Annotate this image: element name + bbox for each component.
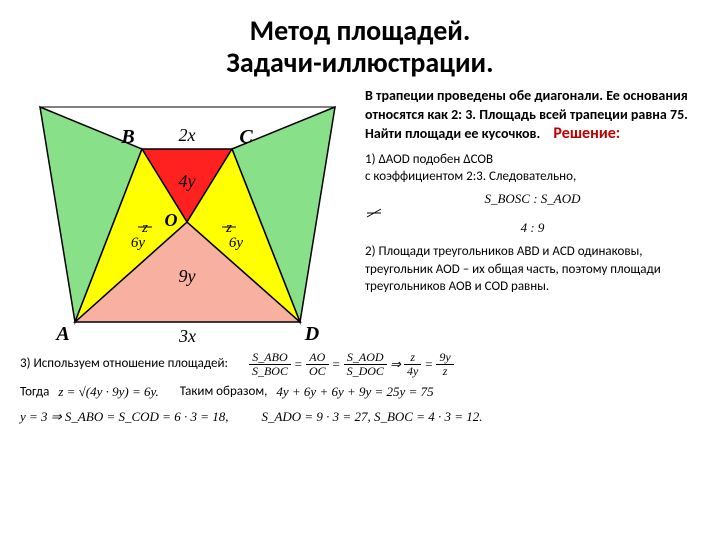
step-then: Тогда z = √(4y · 9y) = 6y. Таким образом… [20, 382, 700, 403]
svg-text:A: A [54, 323, 69, 345]
svg-text:C: C [239, 126, 253, 148]
svg-text:2x: 2x [179, 125, 196, 145]
title-line2: Задачи-иллюстрации. [226, 45, 493, 80]
problem-text: В трапеции проведены обе диагонали. Ее о… [365, 87, 688, 141]
svg-text:6y: 6y [229, 235, 244, 251]
step3: 3) Используем отношение площадей: S_ABOS… [20, 351, 700, 377]
diagram: ADBCO2x3x4y9yzz6y6y [20, 87, 355, 347]
title-line1: Метод площадей. [250, 13, 471, 48]
svg-text:B: B [120, 126, 134, 148]
svg-text:9y: 9y [179, 266, 196, 286]
svg-text:4y: 4y [179, 171, 196, 191]
svg-text:6y: 6y [131, 235, 146, 251]
solution-header: Решение: [553, 124, 620, 143]
svg-text:O: O [165, 210, 178, 230]
svg-text:z: z [225, 220, 232, 236]
step2: 2) Площади треугольников ABD и ACD одина… [365, 243, 700, 296]
svg-text:D: D [304, 323, 319, 345]
final: y = 3 ⇒ S_ABO = S_COD = 6 · 3 = 18, S_AD… [20, 407, 700, 428]
svg-text:z: z [141, 220, 148, 236]
step1: 1) ΔAOD подобен ΔCOB с коэффициентом 2:3… [365, 151, 700, 237]
svg-text:3x: 3x [178, 326, 196, 346]
